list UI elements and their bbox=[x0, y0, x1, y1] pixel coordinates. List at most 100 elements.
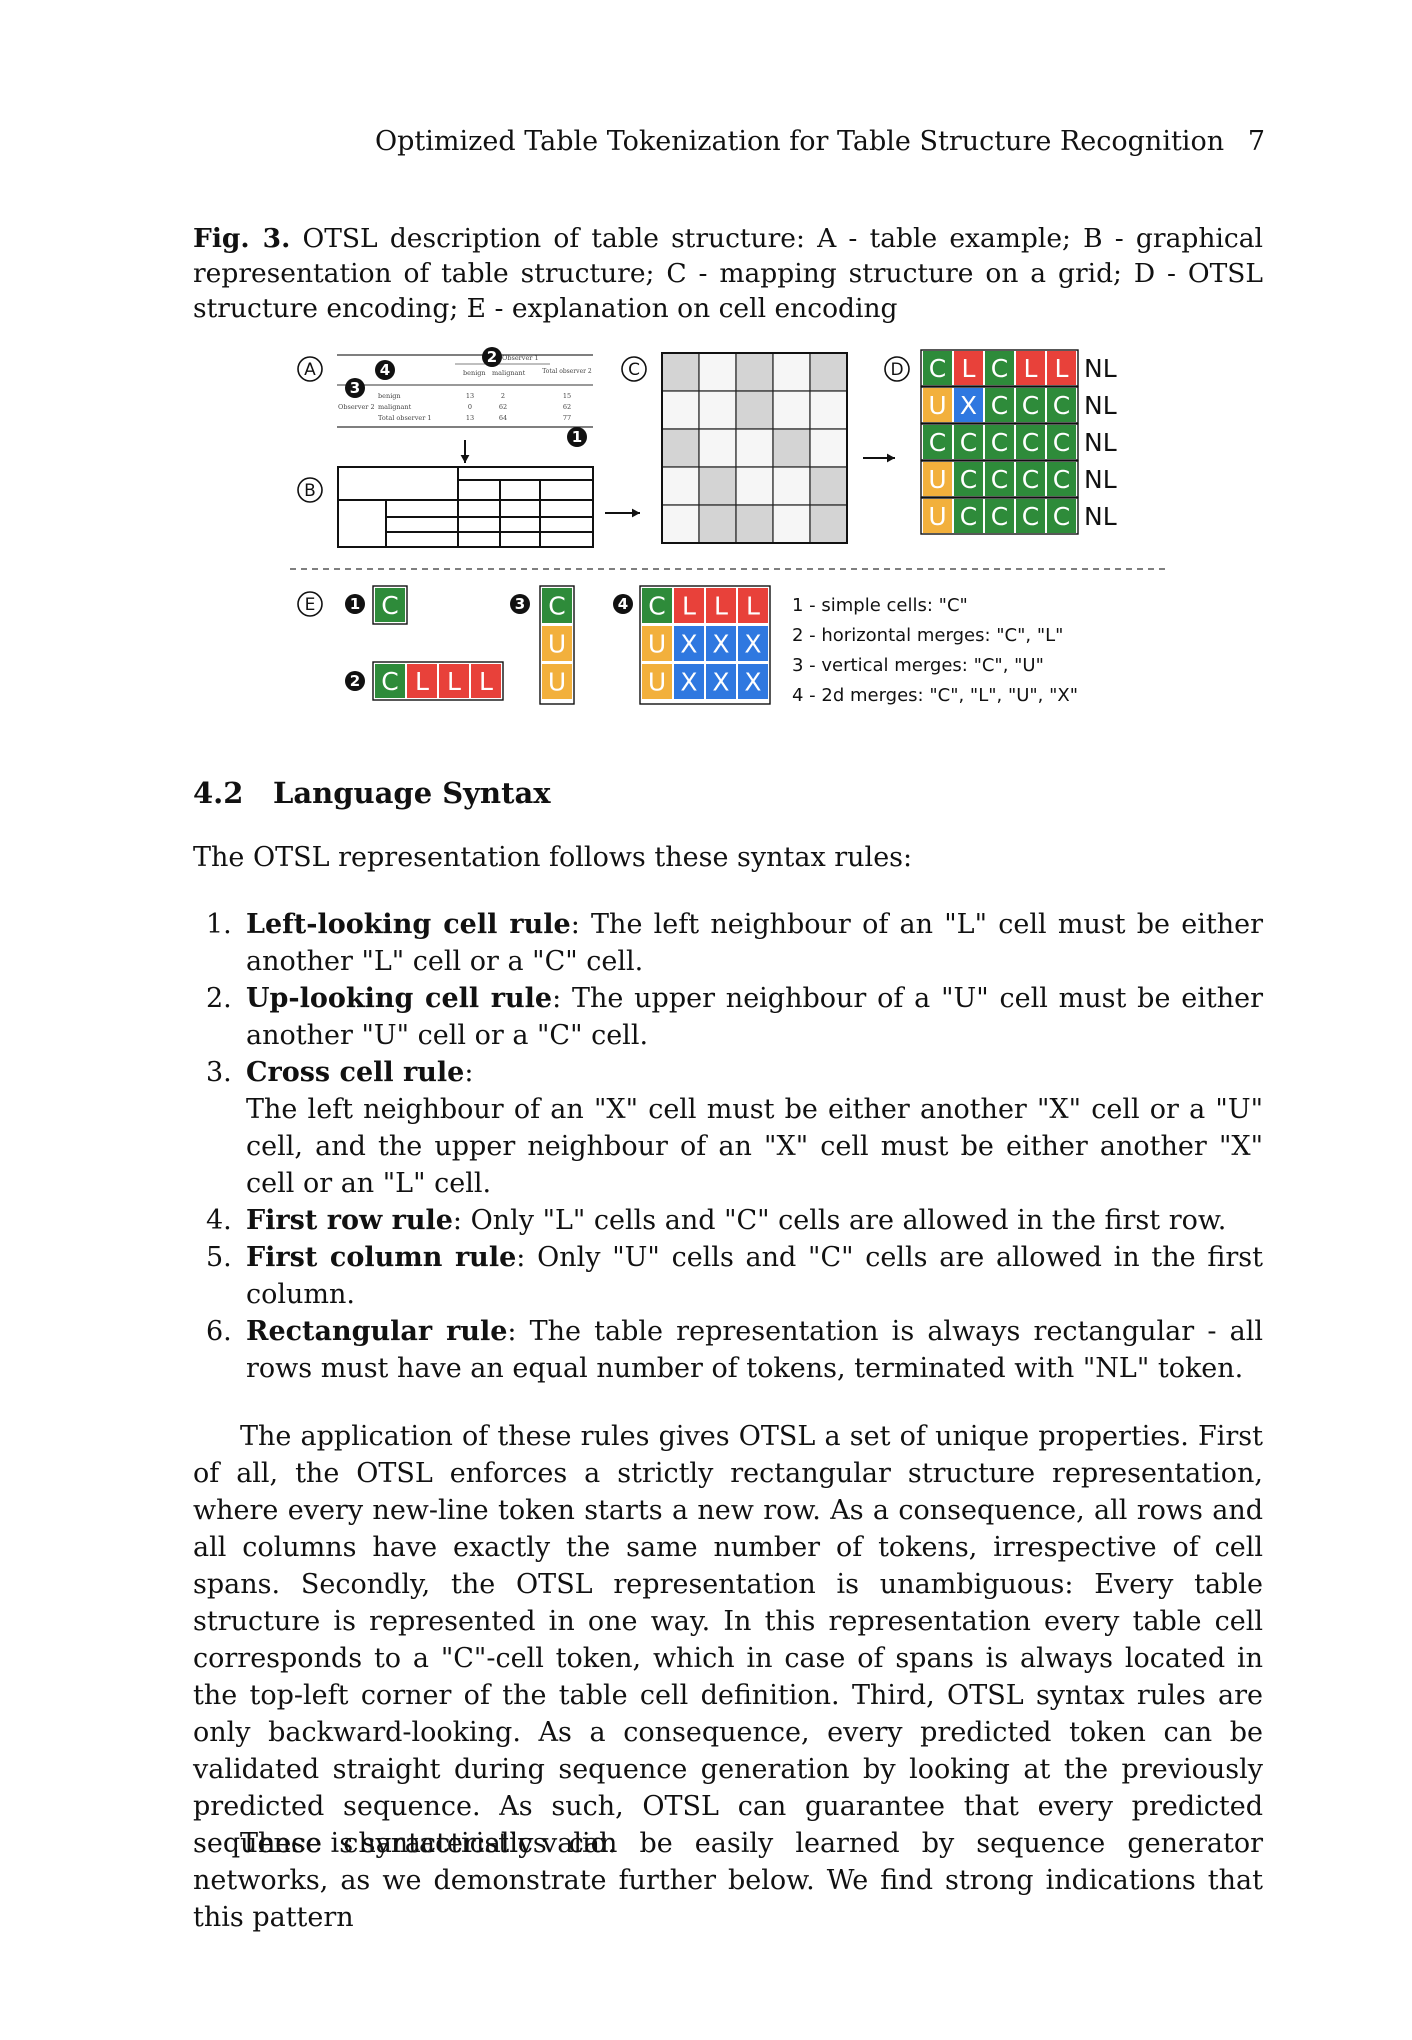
token-letter: C bbox=[991, 354, 1008, 383]
example-horizontal-cell bbox=[407, 664, 437, 698]
grid-cell bbox=[698, 466, 737, 506]
otsl-token-cell bbox=[954, 499, 983, 533]
grid-cell bbox=[809, 504, 848, 544]
nl-token: NL bbox=[1084, 391, 1117, 420]
token-letter: U bbox=[648, 668, 666, 697]
section-heading: 4.2 Language Syntax bbox=[193, 776, 551, 810]
section-number: 4.2 bbox=[193, 776, 244, 810]
example-horizontal-cell bbox=[471, 664, 501, 698]
otsl-token-cell bbox=[923, 499, 952, 533]
otsl-row-outline bbox=[920, 497, 1079, 535]
otsl-token-cell bbox=[985, 351, 1014, 385]
rule-text: : Only "L" cells and "C" cells are allow… bbox=[452, 1205, 1227, 1236]
body-paragraph: The application of these rules gives OTS… bbox=[193, 1421, 1263, 1859]
table-cell-value: 62 bbox=[499, 403, 507, 411]
token-letter: L bbox=[447, 667, 461, 696]
panel-label-e: E bbox=[305, 595, 316, 615]
nl-token: NL bbox=[1084, 354, 1117, 383]
token-letter: U bbox=[548, 668, 566, 697]
example-2d-cell bbox=[642, 588, 672, 623]
panel-label-a: A bbox=[304, 360, 316, 380]
panel-label-circle bbox=[884, 356, 910, 382]
legend-entry: 3 - vertical merges: "C", "U" bbox=[792, 655, 1044, 676]
rule-text: : bbox=[464, 1057, 474, 1088]
rule-number: 1. bbox=[206, 909, 232, 940]
panel-label-circle bbox=[297, 356, 323, 382]
example-2d-cell bbox=[738, 588, 768, 623]
otsl-row-outline bbox=[920, 386, 1079, 424]
otsl-token-cell bbox=[1047, 499, 1076, 533]
table-header-observer1: Observer 1 bbox=[502, 354, 539, 362]
table-cell-value: 77 bbox=[563, 414, 571, 422]
token-letter: X bbox=[744, 668, 761, 697]
grid-outline bbox=[661, 352, 848, 544]
marker-badge bbox=[345, 671, 365, 691]
panel-label-d: D bbox=[890, 360, 903, 380]
otsl-token-cell bbox=[985, 425, 1014, 459]
otsl-token-cell bbox=[985, 388, 1014, 422]
rule-text: : Only "U" cells and "C" cells are allow… bbox=[246, 1242, 1264, 1310]
rule-number: 6. bbox=[206, 1316, 232, 1347]
rule-name: Cross cell rule bbox=[246, 1057, 465, 1088]
example-2d-cell bbox=[674, 588, 704, 623]
grid-cell bbox=[661, 390, 700, 430]
marker-number: 1 bbox=[350, 595, 360, 613]
grid-cell bbox=[661, 504, 700, 544]
page-number: 7 bbox=[1247, 126, 1265, 157]
figure-svg: A B C D E Observer 1 benign malignant Total obse… bbox=[290, 347, 1165, 706]
marker-number: 3 bbox=[515, 595, 525, 613]
example-2d-cell bbox=[706, 664, 736, 699]
token-letter: C bbox=[929, 428, 946, 457]
grid-cell bbox=[698, 504, 737, 544]
arrow-head bbox=[632, 508, 640, 518]
otsl-token-cell bbox=[954, 351, 983, 385]
table-header-malignant: malignant bbox=[492, 369, 526, 377]
otsl-token-cell bbox=[1016, 425, 1045, 459]
rule-number: 2. bbox=[206, 983, 232, 1014]
marker-badge bbox=[345, 594, 365, 614]
token-letter: C bbox=[991, 428, 1008, 457]
panel-label-circle bbox=[297, 477, 323, 503]
marker-badge bbox=[375, 360, 395, 380]
example-vertical-cell bbox=[542, 664, 572, 699]
example-outline bbox=[372, 661, 504, 701]
rule-item: 6. Rectangular rule: The table representa… bbox=[193, 1313, 1263, 1387]
table-header-total-observer2: Total observer 2 bbox=[542, 368, 592, 375]
token-letter: X bbox=[680, 630, 697, 659]
token-letter: C bbox=[960, 428, 977, 457]
table-cell-value: 0 bbox=[468, 403, 472, 411]
rule-item: 2. Up-looking cell rule: The upper neighb… bbox=[193, 980, 1263, 1054]
example-vertical-cell bbox=[542, 626, 572, 661]
token-letter: C bbox=[548, 592, 565, 621]
figure-caption: Fig. 3. OTSL description of table struct… bbox=[193, 221, 1263, 326]
example-2d-cell bbox=[674, 664, 704, 699]
grid-cell bbox=[735, 352, 774, 392]
table-cell-value: 15 bbox=[563, 392, 571, 400]
grid-cell bbox=[735, 390, 774, 430]
token-letter: C bbox=[991, 391, 1008, 420]
grid-cell bbox=[661, 352, 700, 392]
example-simple-cell bbox=[375, 588, 405, 622]
token-letter: C bbox=[1022, 391, 1039, 420]
arrow-head bbox=[887, 453, 895, 463]
token-letter: L bbox=[746, 592, 760, 621]
token-letter: L bbox=[1024, 354, 1038, 383]
rule-name: Left-looking cell rule bbox=[246, 909, 571, 940]
table-cell-value: 13 bbox=[466, 392, 474, 400]
marker-number: 1 bbox=[572, 428, 582, 446]
table-row-benign: benign bbox=[378, 392, 401, 400]
figure-3: A B C D E Observer 1 benign malignant Total obse… bbox=[280, 345, 1180, 715]
grid-cell bbox=[735, 504, 774, 544]
otsl-row-outline bbox=[920, 349, 1079, 387]
grid-cell bbox=[772, 466, 811, 506]
otsl-token-cell bbox=[1016, 388, 1045, 422]
body-paragraph: These characteristics can be easily lear… bbox=[193, 1828, 1263, 1933]
token-letter: C bbox=[991, 465, 1008, 494]
otsl-token-cell bbox=[923, 425, 952, 459]
token-letter: C bbox=[648, 592, 665, 621]
token-letter: X bbox=[712, 630, 729, 659]
example-2d-cell bbox=[674, 626, 704, 661]
grid-cell bbox=[735, 428, 774, 468]
example-2d-cell bbox=[706, 626, 736, 661]
nl-token: NL bbox=[1084, 465, 1117, 494]
